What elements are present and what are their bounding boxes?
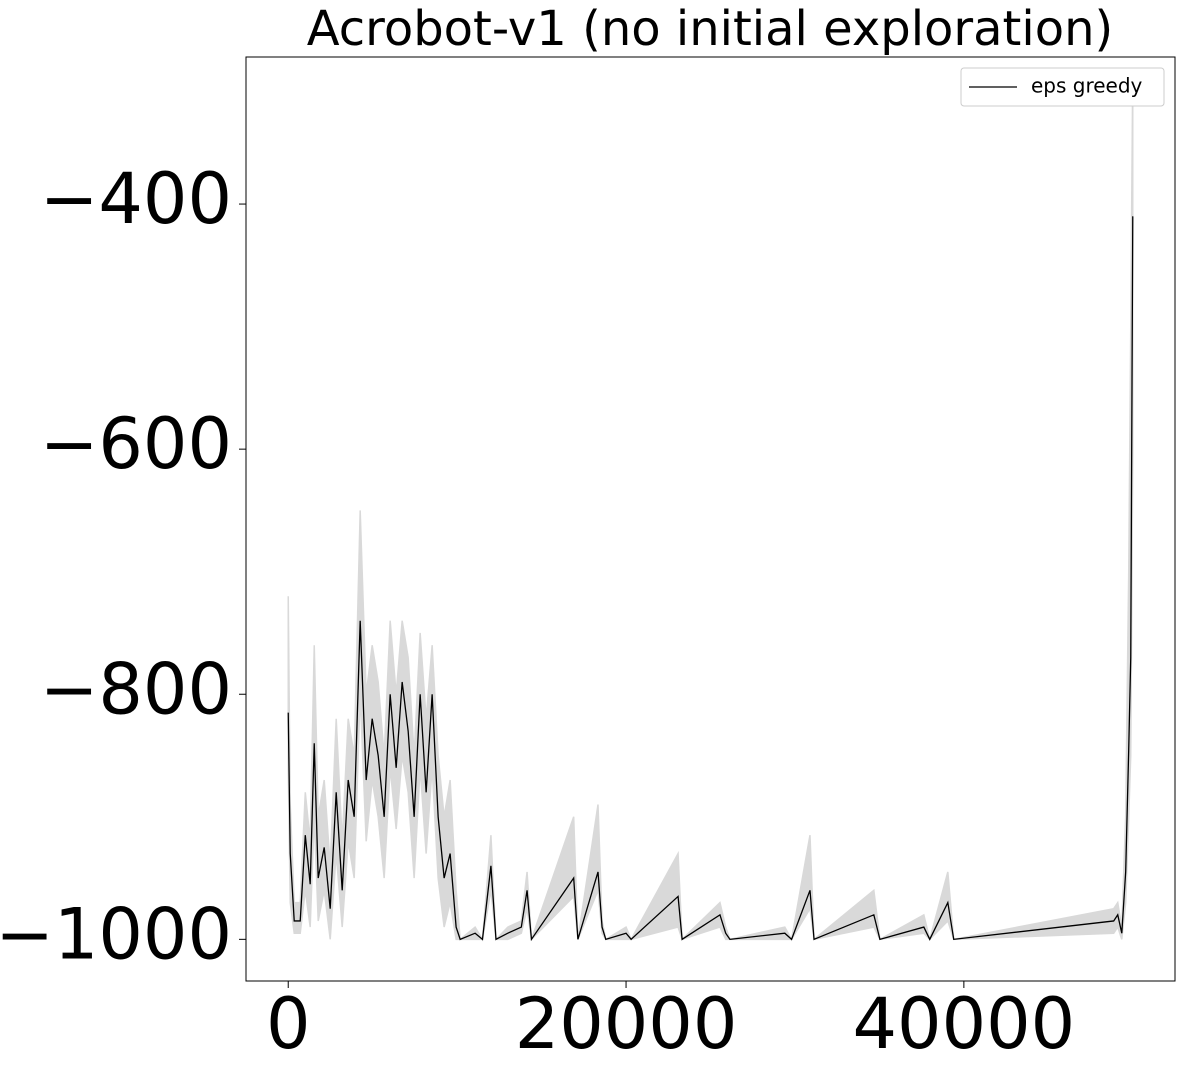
x-tick-label: 20000 bbox=[515, 983, 738, 1065]
line bbox=[287, 216, 1134, 942]
plot-frame bbox=[245, 56, 1176, 982]
legend-label: eps greedy bbox=[1031, 74, 1143, 98]
legend-box bbox=[960, 67, 1165, 107]
chart-title: Acrobot-v1 (no initial exploration) bbox=[307, 1, 1113, 57]
band bbox=[287, 69, 1134, 942]
x-tick-label: 0 bbox=[266, 983, 311, 1065]
y-tick-label: −600 bbox=[40, 403, 232, 485]
x-tick-label: 40000 bbox=[853, 983, 1076, 1065]
y-tick-label: −1000 bbox=[0, 893, 232, 975]
y-tick-label: −400 bbox=[40, 158, 232, 240]
legend: eps greedy bbox=[960, 67, 1165, 107]
y-tick-label: −800 bbox=[40, 648, 232, 730]
